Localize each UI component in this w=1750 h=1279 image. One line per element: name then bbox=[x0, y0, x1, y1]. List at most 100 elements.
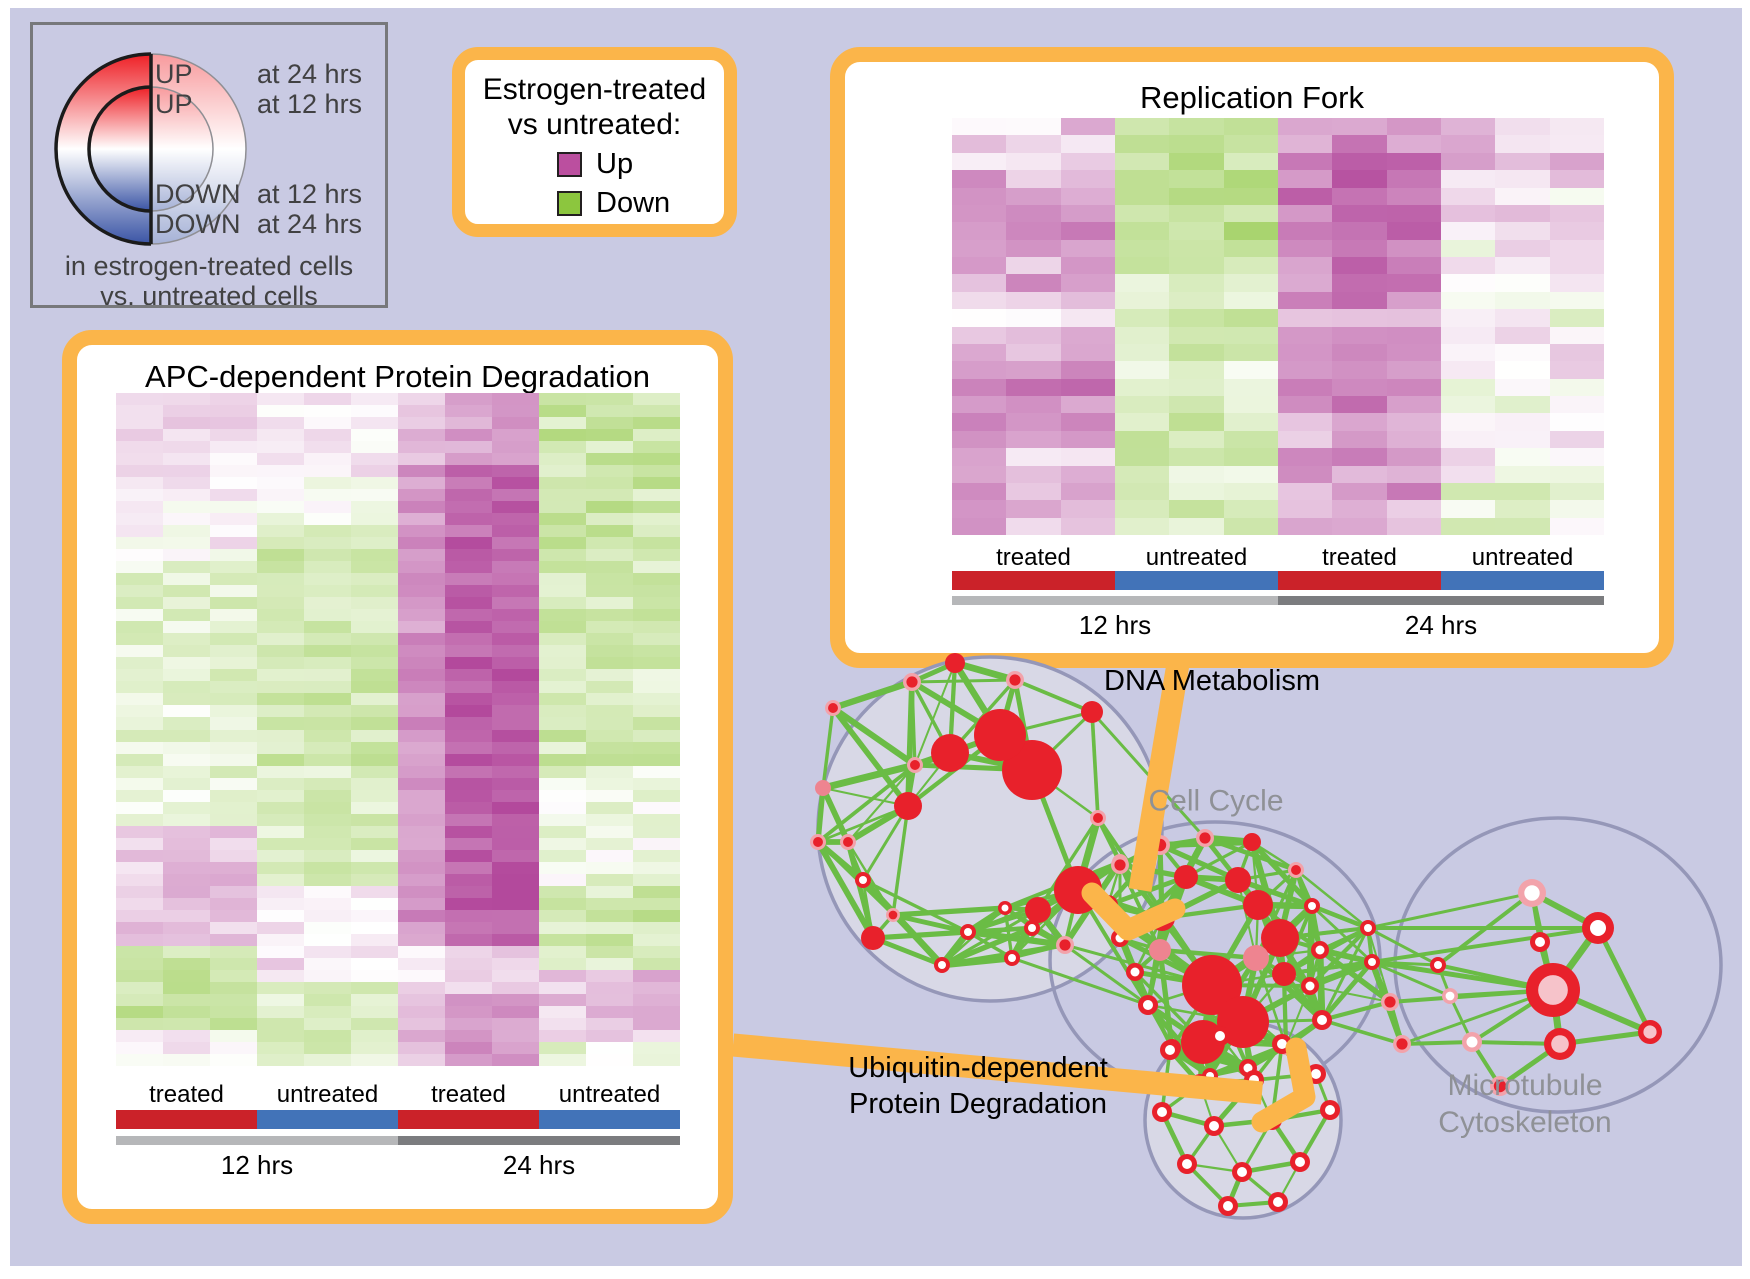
heatmap-cell bbox=[351, 825, 398, 838]
heatmap-cell bbox=[539, 729, 586, 742]
heatmap-cell bbox=[210, 801, 257, 814]
heatmap-cell bbox=[633, 465, 680, 478]
heatmap-cell bbox=[257, 765, 304, 778]
heatmap-cell bbox=[116, 441, 163, 454]
heatmap-cell bbox=[116, 717, 163, 730]
heatmap-cell bbox=[398, 933, 445, 946]
heatmap-cell bbox=[398, 1029, 445, 1042]
heatmap-cell bbox=[445, 645, 492, 658]
heatmap-cell bbox=[210, 429, 257, 442]
heatmap-cell bbox=[633, 873, 680, 886]
heatmap-cell bbox=[1386, 239, 1441, 257]
heatmap-cell bbox=[351, 429, 398, 442]
heatmap-cell bbox=[1332, 222, 1387, 240]
heatmap-cell bbox=[586, 609, 633, 622]
heatmap-cell bbox=[351, 645, 398, 658]
heatmap-cell bbox=[1169, 204, 1224, 223]
heatmap-cell bbox=[257, 573, 304, 586]
heatmap-cell bbox=[116, 465, 163, 478]
heatmap-cell bbox=[351, 393, 398, 406]
heatmap-cell bbox=[492, 765, 539, 778]
heatmap-cell bbox=[163, 1053, 210, 1066]
heatmap-cell bbox=[163, 585, 210, 598]
heatmap-cell bbox=[1386, 396, 1441, 414]
heatmap-cell bbox=[210, 693, 257, 706]
heatmap-cell bbox=[304, 549, 351, 562]
heatmap-cell bbox=[445, 597, 492, 610]
heatmap-cell bbox=[1114, 204, 1170, 223]
heatmap-cell bbox=[351, 1053, 398, 1066]
heatmap-cell bbox=[351, 501, 398, 514]
heatmap-cell bbox=[398, 537, 445, 550]
heatmap-cell bbox=[492, 453, 539, 466]
heatmap-cell bbox=[1114, 291, 1170, 310]
heatmap-cell bbox=[1223, 361, 1278, 379]
heatmap-cell bbox=[1277, 204, 1333, 223]
heatmap-cell bbox=[351, 753, 398, 766]
heatmap-cell bbox=[398, 405, 445, 418]
heatmap-cell bbox=[210, 537, 257, 550]
heatmap-cell bbox=[257, 909, 304, 922]
heatmap-cell bbox=[1440, 430, 1496, 449]
network-node-center bbox=[1223, 1201, 1233, 1211]
heatmap-cell bbox=[492, 513, 539, 526]
heatmap-cell bbox=[398, 681, 445, 694]
heatmap-cell bbox=[492, 825, 539, 838]
heatmap-cell bbox=[492, 801, 539, 814]
heatmap-cell bbox=[257, 525, 304, 538]
heatmap-cell bbox=[163, 1017, 210, 1030]
heatmap-cell bbox=[1549, 413, 1604, 431]
heatmap-cell bbox=[304, 501, 351, 514]
heatmap-cell bbox=[116, 609, 163, 622]
heatmap-cell bbox=[351, 1029, 398, 1042]
heatmap-cell bbox=[210, 981, 257, 994]
heatmap-cell bbox=[210, 945, 257, 958]
heatmap-cell bbox=[633, 825, 680, 838]
heatmap-cell bbox=[1114, 274, 1170, 292]
heatmap-cell bbox=[398, 705, 445, 718]
heatmap-cell bbox=[116, 669, 163, 682]
heatmap-cell bbox=[1549, 343, 1604, 362]
heatmap-cell bbox=[1169, 222, 1224, 240]
heatmap-cell bbox=[1495, 413, 1550, 431]
heatmap-cell bbox=[586, 837, 633, 850]
heatmap-cell bbox=[398, 465, 445, 478]
heatmap-cell bbox=[586, 813, 633, 826]
heatmap-cell bbox=[445, 417, 492, 430]
heatmap-cell bbox=[492, 645, 539, 658]
heatmap-cell bbox=[586, 501, 633, 514]
heatmap-cell bbox=[116, 945, 163, 958]
rf-time-label-24hrs: 24 hrs bbox=[1404, 610, 1478, 640]
heatmap-cell bbox=[1549, 204, 1604, 223]
heatmap-cell bbox=[257, 417, 304, 430]
heatmap-cell bbox=[539, 441, 586, 454]
heatmap-cell bbox=[210, 657, 257, 670]
heatmap-cell bbox=[633, 489, 680, 502]
heatmap-cell bbox=[633, 657, 680, 670]
heatmap-cell bbox=[445, 441, 492, 454]
heatmap-cell bbox=[351, 837, 398, 850]
network-edge bbox=[1254, 956, 1324, 1022]
heatmap-cell bbox=[586, 1017, 633, 1030]
heatmap-cell bbox=[1006, 257, 1061, 275]
heatmap-cell bbox=[539, 1041, 586, 1054]
heatmap-cell bbox=[1114, 222, 1170, 240]
heatmap-cell bbox=[445, 1017, 492, 1030]
heatmap-cell bbox=[1223, 222, 1278, 240]
heatmap-cell bbox=[1549, 118, 1604, 136]
heatmap-cell bbox=[492, 849, 539, 862]
heatmap-cell bbox=[445, 609, 492, 622]
rf-bar-untreated-24h bbox=[1441, 571, 1604, 590]
heatmap-cell bbox=[304, 393, 351, 406]
heatmap-cell bbox=[116, 477, 163, 490]
heatmap-cell bbox=[351, 981, 398, 994]
heatmap-cell bbox=[586, 741, 633, 754]
heatmap-cell bbox=[116, 597, 163, 610]
network-node-center bbox=[1130, 967, 1140, 977]
heatmap-cell bbox=[1169, 361, 1224, 379]
rf-group-label-0: treated bbox=[996, 544, 1071, 571]
heatmap-cell bbox=[633, 1029, 680, 1042]
heatmap-cell bbox=[445, 561, 492, 574]
heatmap-cell bbox=[351, 945, 398, 958]
